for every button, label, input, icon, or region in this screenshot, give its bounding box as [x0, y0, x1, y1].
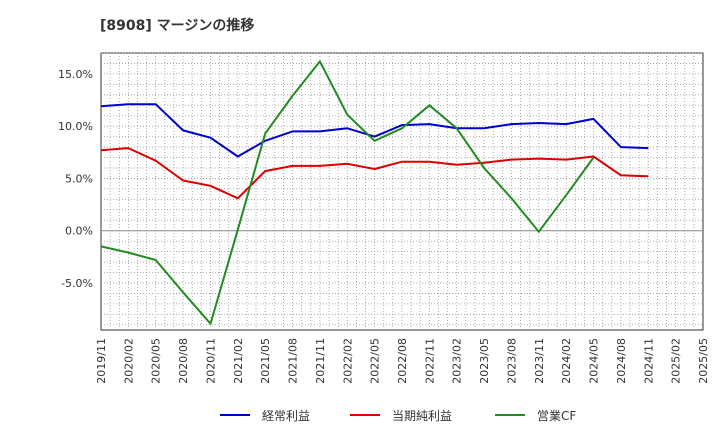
y-tick-label: 10.0% [58, 120, 93, 133]
series-lines [100, 60, 649, 325]
legend-label: 経常利益 [262, 409, 310, 423]
x-tick-label: 2021/08 [287, 338, 300, 384]
y-tick-label: 15.0% [58, 68, 93, 81]
series-line-3 [100, 60, 595, 325]
x-tick-label: 2021/02 [232, 338, 245, 384]
x-tick-label: 2024/11 [642, 338, 655, 384]
x-tick-label: 2024/08 [615, 338, 628, 384]
x-tick-label: 2023/02 [451, 338, 464, 384]
x-tick-label: 2023/11 [533, 338, 546, 384]
series-line-2 [100, 147, 649, 200]
x-tick-label: 2021/11 [314, 338, 327, 384]
legend: 経常利益 当期純利益 営業CF [220, 409, 576, 423]
y-axis: 15.0% 10.0% 5.0% 0.0% -5.0% [58, 68, 93, 290]
x-tick-label: 2022/08 [396, 338, 409, 384]
x-tick-label: 2020/08 [177, 338, 190, 384]
x-tick-label: 2023/05 [478, 338, 491, 384]
x-tick-label: 2022/02 [341, 338, 354, 384]
x-tick-label: 2019/11 [95, 338, 108, 384]
y-tick-label: 5.0% [65, 172, 93, 185]
x-tick-label: 2023/08 [505, 338, 518, 384]
legend-label: 当期純利益 [392, 409, 452, 423]
x-tick-label: 2020/11 [204, 338, 217, 384]
series-line-1 [100, 103, 649, 158]
x-tick-label: 2021/05 [259, 338, 272, 384]
x-tick-label: 2024/05 [588, 338, 601, 384]
x-tick-label: 2022/05 [369, 338, 382, 384]
x-tick-label: 2025/05 [697, 338, 710, 384]
x-tick-label: 2025/02 [670, 338, 683, 384]
x-tick-label: 2024/02 [560, 338, 573, 384]
x-tick-label: 2020/05 [150, 338, 163, 384]
chart-title: [8908] マージンの推移 [100, 17, 254, 34]
y-tick-label: 0.0% [65, 225, 93, 238]
y-tick-label: -5.0% [61, 277, 93, 290]
legend-label: 営業CF [537, 409, 576, 423]
x-tick-label: 2022/11 [423, 338, 436, 384]
x-axis: 2019/11 2020/02 2020/05 2020/08 2020/11 2021/… [95, 338, 710, 384]
x-tick-label: 2020/02 [122, 338, 135, 384]
grid [101, 52, 703, 330]
